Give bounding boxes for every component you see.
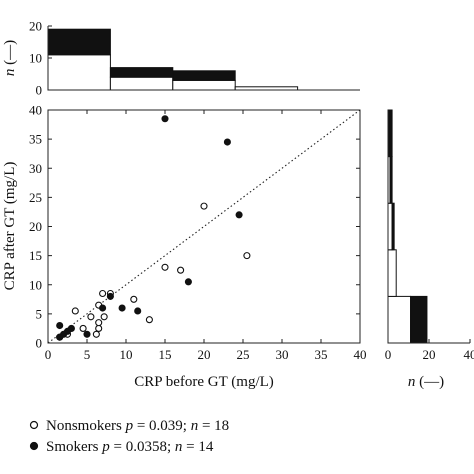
top-hist-ylabel: n (—) (2, 40, 18, 76)
y-tick-label: 15 (29, 248, 42, 263)
smoker-point (161, 115, 169, 123)
nonsmoker-point (177, 266, 185, 274)
right-hist-smoker-bar (387, 109, 393, 158)
nonsmoker-point (100, 313, 108, 321)
smoker-point (134, 307, 142, 315)
y-tick-label: 0 (36, 336, 43, 351)
top-hist-nonsmoker-bar (109, 76, 174, 91)
top-hist-y-tick-label: 0 (36, 83, 43, 98)
smoker-point (106, 292, 114, 300)
smoker-point (118, 304, 126, 312)
right-hist-x-tick-label: 40 (464, 347, 474, 362)
smoker-point (56, 321, 64, 330)
legend-label-smokers: Smokers p = 0.0358; n = 14 (46, 439, 214, 455)
smoker-point (223, 138, 231, 146)
top-histogram: 0 10 20 n (—) (2, 19, 360, 98)
right-hist-nonsmoker-bar (387, 202, 393, 251)
top-hist-ticks: 0 10 20 (29, 19, 52, 98)
top-hist-y-tick-label: 10 (29, 51, 42, 66)
nonsmoker-point (161, 263, 169, 271)
x-tick-label: 30 (276, 347, 289, 362)
top-hist-smoker-bar (172, 70, 236, 81)
y-tick-label: 5 (36, 306, 43, 321)
smoker-point (67, 324, 75, 332)
identity-line (47, 109, 361, 344)
x-tick-label: 15 (159, 347, 172, 362)
right-hist-smoker-bar (410, 295, 428, 344)
nonsmoker-point (200, 202, 208, 210)
nonsmoker-point (145, 316, 153, 324)
nonsmoker-point (130, 295, 138, 303)
right-hist-x-tick-label: 0 (385, 347, 392, 362)
nonsmoker-point (95, 324, 103, 332)
right-hist-xlabel: n (—) (408, 374, 444, 390)
y-tick-label: 25 (29, 190, 42, 205)
x-tick-label: 25 (237, 347, 250, 362)
scatter-ticks: 0 5 10 15 20 25 30 35 40 0 5 10 15 20 25 30 35 40 (29, 103, 367, 363)
y-tick-label: 30 (29, 161, 42, 176)
scatter-ylabel: CRP after GT (mg/L) (2, 162, 18, 291)
nonsmoker-point (99, 289, 107, 298)
nonsmoker-point (87, 313, 95, 321)
nonsmoker-point (71, 307, 79, 315)
scatter-plot: 0 5 10 15 20 25 30 35 40 0 5 10 15 20 25 30 35 40 CRP bef… (2, 103, 367, 391)
top-hist-smoker-bar (109, 67, 174, 78)
smoker-point (235, 211, 243, 219)
top-hist-nonsmoker-bar (47, 54, 111, 91)
y-tick-label: 20 (29, 219, 42, 234)
smoker-point (99, 304, 107, 312)
right-hist-smoker-bar (391, 202, 395, 251)
smoker-point (83, 330, 91, 338)
x-tick-label: 20 (198, 347, 211, 362)
nonsmoker-point (243, 252, 251, 260)
legend-item-nonsmokers: Nonsmokers p = 0.039; n = 18 (29, 418, 229, 434)
y-tick-label: 10 (29, 277, 42, 292)
right-hist-nonsmoker-bar (387, 249, 397, 297)
legend-label-nonsmokers: Nonsmokers p = 0.039; n = 18 (46, 418, 229, 434)
right-hist-x-tick-label: 20 (423, 347, 436, 362)
x-tick-label: 35 (315, 347, 328, 362)
x-tick-label: 40 (354, 347, 367, 362)
top-hist-y-tick-label: 20 (29, 19, 42, 34)
top-hist-bars (47, 28, 299, 91)
scatter-points (56, 115, 251, 341)
right-hist-smoker-bar (389, 156, 393, 204)
right-hist-bars (387, 109, 428, 344)
x-tick-label: 5 (84, 347, 91, 362)
legend-item-smokers: Smokers p = 0.0358; n = 14 (29, 439, 214, 455)
x-tick-label: 10 (120, 347, 133, 362)
smoker-point (184, 278, 192, 286)
nonsmoker-point (95, 319, 103, 327)
y-tick-label: 40 (29, 103, 42, 118)
nonsmoker-point (92, 330, 100, 338)
legend: Nonsmokers p = 0.039; n = 18 Smokers p =… (29, 418, 229, 455)
scatter-xlabel: CRP before GT (mg/L) (134, 374, 274, 390)
top-hist-smoker-bar (47, 28, 111, 56)
right-hist-nonsmoker-bar (387, 295, 412, 344)
top-hist-nonsmoker-bar (172, 79, 236, 91)
right-hist-ticks: 0 20 40 (385, 339, 474, 362)
right-histogram: 0 20 40 n (—) (385, 109, 474, 390)
nonsmoker-point (79, 324, 87, 332)
legend-filled-circle-icon (29, 441, 39, 451)
y-tick-label: 35 (29, 132, 42, 147)
legend-open-circle-icon (29, 420, 39, 430)
x-tick-label: 0 (45, 347, 52, 362)
